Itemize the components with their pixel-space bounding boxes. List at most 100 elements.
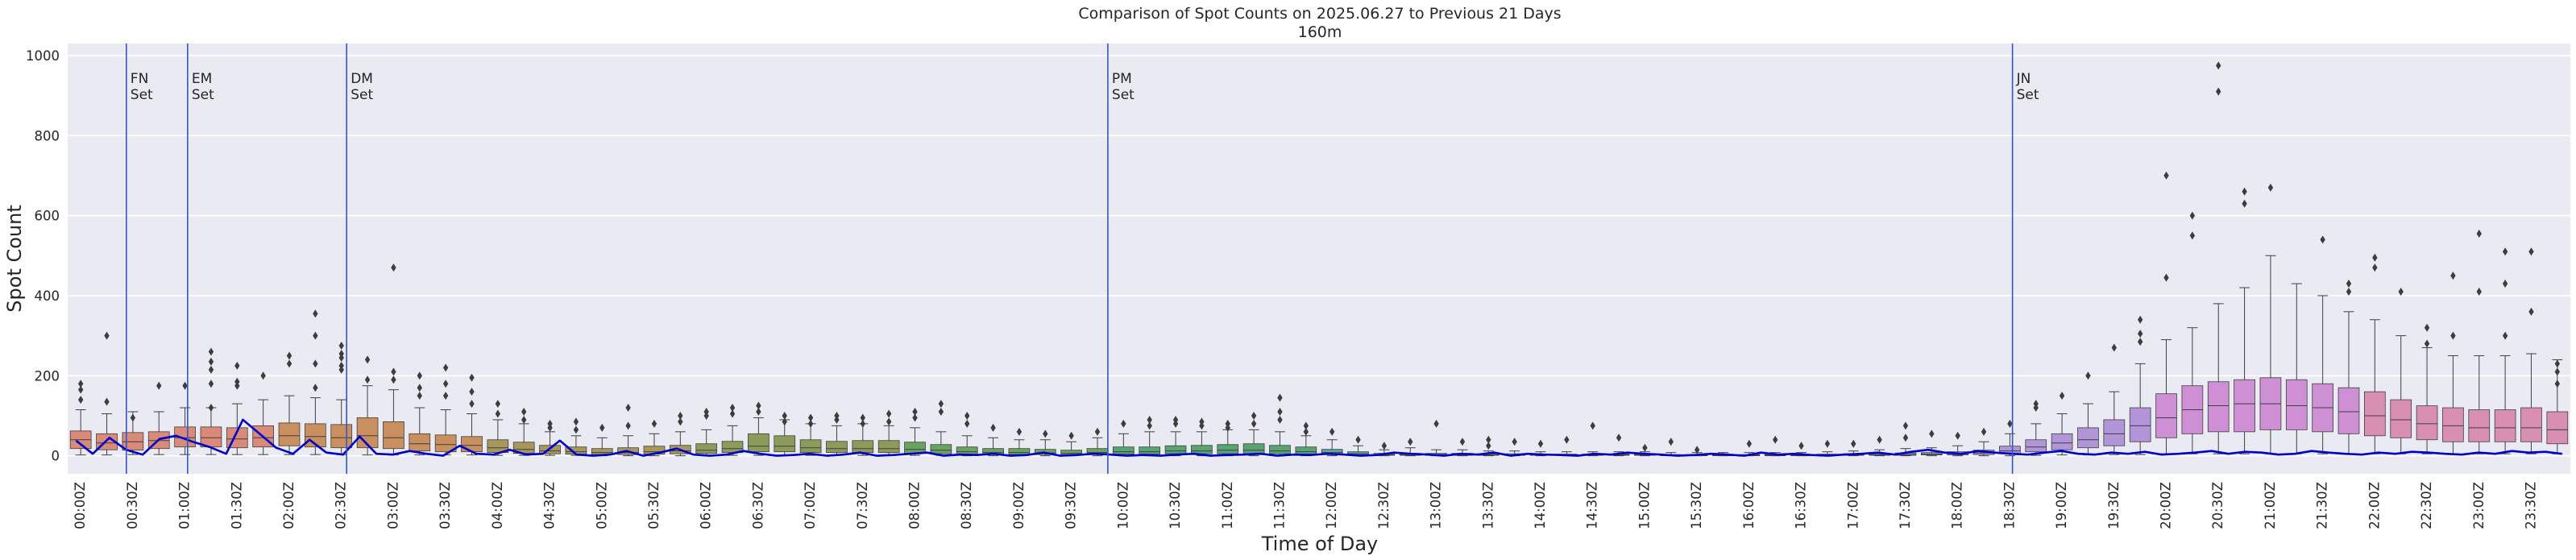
box-iqr: [2494, 409, 2516, 442]
outlier-point: [469, 400, 475, 409]
x-tick-label: 05:00Z: [594, 482, 609, 529]
outlier-point: [2424, 339, 2430, 348]
x-tick-label: 23:00Z: [2471, 482, 2487, 529]
outlier-point: [599, 423, 605, 432]
outlier-point: [2320, 235, 2325, 244]
box-45: [1242, 411, 1265, 457]
box-8: [278, 351, 301, 455]
today-line: [75, 418, 2562, 457]
outlier-point: [364, 355, 371, 364]
grid-lines: [68, 55, 2570, 457]
outlier-point: [286, 359, 292, 368]
box-iqr: [2129, 407, 2151, 442]
outlier-point: [860, 419, 866, 428]
outlier-point: [2007, 419, 2013, 428]
outlier-point: [1303, 421, 1309, 430]
box-5: [200, 347, 222, 455]
box-iqr: [278, 422, 301, 446]
outlier-point: [807, 419, 814, 428]
outlier-point: [391, 263, 396, 272]
x-tick-label: 19:30Z: [2106, 482, 2122, 529]
x-tick-label: 14:00Z: [1533, 482, 1548, 529]
box-94: [2520, 247, 2542, 454]
outlier-point: [2242, 187, 2247, 196]
box-85: [2285, 283, 2308, 454]
annotation-label: DM: [351, 71, 373, 87]
outlier-point: [2450, 272, 2456, 280]
box-iqr: [2025, 439, 2047, 453]
outlier-point: [1486, 435, 1491, 444]
y-axis-label: Spot Count: [3, 205, 26, 312]
outlier-point: [1590, 421, 1595, 430]
box-81: [2181, 211, 2204, 454]
outlier-point: [782, 411, 787, 420]
box-iqr: [2155, 393, 2177, 438]
box-iqr: [1269, 445, 1291, 454]
outlier-point: [703, 408, 709, 417]
box-iqr: [695, 443, 718, 454]
box-iqr: [2520, 407, 2542, 442]
x-tick-label: 00:30Z: [125, 482, 140, 529]
outlier-point: [313, 384, 318, 392]
outlier-point: [417, 392, 422, 400]
box-33: [930, 400, 952, 456]
outlier-point: [1277, 408, 1283, 417]
outlier-point: [1408, 438, 1413, 446]
box-iqr: [1113, 446, 1135, 455]
outlier-point: [886, 417, 892, 426]
box-iqr: [748, 433, 769, 453]
outlier-point: [1616, 433, 1622, 442]
outlier-point: [234, 377, 240, 386]
outlier-point: [442, 363, 449, 372]
box-88: [2364, 253, 2386, 454]
outlier-point: [2450, 331, 2456, 340]
outlier-point: [1798, 442, 1804, 450]
box-iqr: [1008, 448, 1031, 455]
x-tick-label: 21:30Z: [2315, 482, 2330, 529]
x-tick-label: 06:30Z: [750, 482, 765, 529]
box-iqr: [930, 444, 952, 454]
outlier-point: [2085, 371, 2091, 380]
box-92: [2468, 229, 2491, 454]
outlier-point: [834, 415, 840, 424]
outlier-point: [1902, 421, 1909, 430]
box-13: [409, 371, 431, 456]
box-iqr: [956, 446, 978, 455]
box-0: [69, 380, 92, 456]
x-tick-label: 14:30Z: [1585, 482, 1600, 529]
outlier-point: [678, 417, 683, 426]
outlier-point: [234, 361, 240, 370]
x-tick-label: 15:00Z: [1636, 482, 1652, 529]
outlier-point: [130, 413, 136, 422]
outlier-point: [2346, 280, 2352, 288]
outlier-point: [2137, 330, 2143, 338]
outlier-point: [2242, 199, 2247, 208]
outlier-point: [2502, 331, 2508, 340]
outlier-point: [469, 388, 475, 396]
x-tick-label: 10:30Z: [1168, 482, 1183, 529]
x-axis-ticks: 00:00Z 00:30Z 01:00Z 01:30Z 02:00Z 02:30Z 03:0…: [73, 482, 2538, 529]
outlier-point: [2163, 171, 2169, 180]
outlier-point: [782, 417, 787, 426]
outlier-point: [2554, 380, 2561, 388]
box-iqr: [383, 421, 404, 450]
outlier-point: [1147, 421, 1152, 430]
outlier-point: [2476, 287, 2482, 296]
box-82: [2207, 61, 2230, 454]
outlier-point: [860, 413, 866, 422]
outlier-point: [1642, 443, 1648, 452]
x-tick-label: 13:30Z: [1480, 482, 1495, 529]
outlier-point: [729, 404, 736, 413]
outlier-point: [1512, 438, 1517, 446]
outlier-point: [1433, 419, 1439, 428]
outlier-point: [1043, 429, 1048, 438]
outlier-point: [2528, 307, 2534, 316]
outlier-point: [938, 408, 944, 417]
box-11: [356, 355, 379, 456]
outlier-point: [2424, 323, 2430, 332]
box-iqr: [2468, 409, 2491, 442]
outlier-point: [1772, 435, 1778, 444]
outlier-point: [521, 408, 527, 417]
outlier-point: [1147, 415, 1152, 424]
